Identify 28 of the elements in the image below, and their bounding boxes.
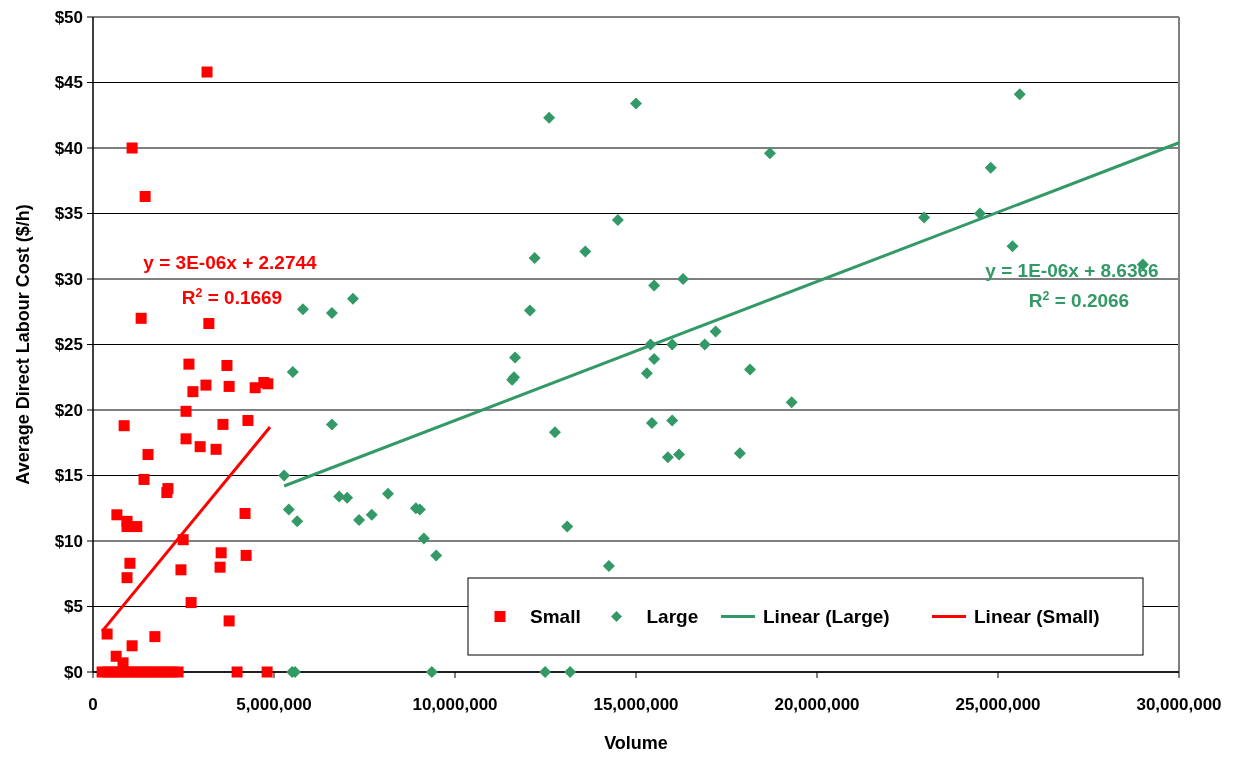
annotation: R$^{2}$ = 0.2066 xyxy=(1028,288,1130,311)
y-tick-label: $20 xyxy=(54,400,83,420)
annotation: R$^{2}$ = 0.1669 xyxy=(181,285,283,308)
x-tick-label: 30,000,000 xyxy=(1136,695,1222,714)
annotation: y = 1E-06x + 8.6366 xyxy=(985,259,1159,281)
legend-label: Linear (Large) xyxy=(763,606,890,628)
legend-label: Small xyxy=(530,606,581,628)
y-tick-label: $35 xyxy=(54,204,83,224)
y-axis-title: Average Direct Labour Cost ($/h) xyxy=(13,204,33,485)
x-tick-label: 25,000,000 xyxy=(955,695,1041,714)
y-tick-label: $0 xyxy=(64,662,83,682)
x-tick-label: 5,000,000 xyxy=(236,695,312,714)
legend-label: Large xyxy=(646,606,699,628)
y-tick-label: $15 xyxy=(54,466,83,486)
x-tick-label: 0 xyxy=(88,695,98,714)
legend-label: Linear (Small) xyxy=(974,606,1100,628)
y-tick-label: $45 xyxy=(54,73,83,93)
x-axis-title: Volume xyxy=(604,733,668,753)
y-tick-label: $50 xyxy=(54,7,83,27)
y-tick-label: $5 xyxy=(64,597,83,617)
y-tick-label: $25 xyxy=(54,335,83,355)
y-tick-label: $10 xyxy=(54,531,83,551)
annotation: y = 3E-06x + 2.2744 xyxy=(143,251,318,273)
y-tick-label: $40 xyxy=(54,138,83,158)
x-tick-label: 15,000,000 xyxy=(593,695,679,714)
x-tick-label: 10,000,000 xyxy=(412,695,498,714)
x-tick-label: 20,000,000 xyxy=(774,695,860,714)
y-tick-label: $30 xyxy=(54,269,83,289)
